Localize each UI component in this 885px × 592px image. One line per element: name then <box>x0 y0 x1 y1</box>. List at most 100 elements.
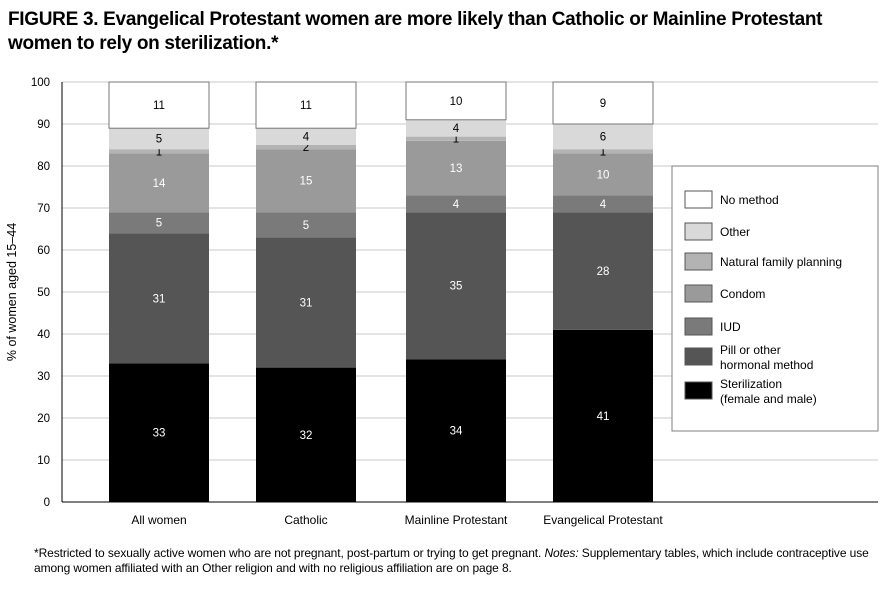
y-tick-label: 10 <box>37 455 50 467</box>
bar-segment <box>405 81 507 121</box>
legend-swatch <box>684 252 713 271</box>
bar-segment <box>406 119 506 137</box>
bar-segment <box>109 233 209 364</box>
x-tick-label: All women <box>131 513 186 527</box>
legend-item: Condom <box>684 284 765 303</box>
bar-segment <box>109 128 209 150</box>
data-label: 9 <box>600 98 606 110</box>
x-tick-label: Mainline Protestant <box>405 513 508 527</box>
y-tick-label: 90 <box>37 119 50 131</box>
legend-swatch <box>684 317 713 336</box>
data-label: 5 <box>156 134 162 146</box>
data-label: 6 <box>600 132 606 144</box>
data-label: 5 <box>156 218 162 230</box>
data-label: 41 <box>597 411 610 423</box>
footnote-text: *Restricted to sexually active women who… <box>34 546 545 560</box>
legend-item: IUD <box>684 317 741 336</box>
legend-swatch <box>684 381 713 400</box>
data-label: 34 <box>450 426 463 438</box>
bar-segment <box>406 136 506 141</box>
legend-label: Pill or other hormonal method <box>720 343 813 372</box>
y-tick-label: 40 <box>37 329 50 341</box>
bar-segment <box>553 124 653 150</box>
data-label: 11 <box>153 100 165 112</box>
bar-segment <box>256 212 356 238</box>
legend-items: No method Other Natural family planning Con… <box>684 190 842 406</box>
footnote-notes-label: Notes: <box>544 546 579 560</box>
bar-segment <box>406 195 506 213</box>
bar-segment <box>109 149 209 154</box>
x-tick-labels: All women Catholic Mainline Protestant Evan… <box>131 513 663 527</box>
legend-item: Other <box>684 222 750 241</box>
bar-segment <box>256 367 356 502</box>
data-label: 15 <box>300 176 313 188</box>
bar-segment <box>552 81 654 125</box>
legend-item: No method <box>684 190 779 209</box>
x-tick-label: Evangelical Protestant <box>543 513 663 527</box>
data-label: 4 <box>453 123 460 135</box>
data-label: 1 <box>600 146 606 158</box>
bar-segment <box>108 81 210 129</box>
legend-swatch <box>684 284 713 303</box>
legend-label: Natural family planning <box>720 255 842 269</box>
data-label: 1 <box>156 146 162 158</box>
data-label: 4 <box>453 199 460 211</box>
data-label: 32 <box>300 430 313 442</box>
bar-segment <box>256 145 356 150</box>
data-label: 28 <box>597 266 610 278</box>
data-label: 5 <box>303 220 309 232</box>
stacked-bar-chart: 0 10 20 30 40 50 60 70 80 90 100 % of women aged 1… <box>5 77 879 527</box>
legend-item: Sterilization (female and male) <box>684 377 817 406</box>
data-label: 10 <box>597 169 610 181</box>
data-label: 31 <box>153 293 166 305</box>
data-label: 13 <box>450 163 463 175</box>
y-tick-label: 0 <box>44 497 50 509</box>
data-label: 14 <box>153 178 166 190</box>
y-tick-label: 50 <box>37 287 50 299</box>
legend-label: Sterilization (female and male) <box>720 377 817 406</box>
legend-label: Condom <box>720 287 765 301</box>
y-tick-label: 80 <box>37 161 50 173</box>
figure-title: FIGURE 3. Evangelical Protestant women a… <box>8 9 823 54</box>
x-tick-label: Catholic <box>284 513 327 527</box>
data-label: 4 <box>600 199 607 211</box>
bar-segment <box>553 149 653 154</box>
legend-item: Natural family planning <box>684 252 842 271</box>
y-tick-label: 20 <box>37 413 50 425</box>
bar-segment <box>256 128 356 145</box>
bar-segment <box>406 140 506 196</box>
data-label: 35 <box>450 281 463 293</box>
bar-segment <box>109 212 209 234</box>
y-tick-labels: 0 10 20 30 40 50 60 70 80 90 100 <box>31 77 50 509</box>
bar-segment <box>406 212 506 360</box>
y-tick-label: 60 <box>37 245 50 257</box>
data-label: 4 <box>303 132 310 144</box>
footnote: *Restricted to sexually active women who… <box>34 546 874 576</box>
legend-swatch <box>684 190 713 209</box>
bar-segment <box>256 237 356 368</box>
legend: No method Other Natural family planning Con… <box>671 165 879 432</box>
legend-swatch <box>684 222 713 241</box>
bar-segment <box>109 153 209 213</box>
data-label: 31 <box>300 298 313 310</box>
bars: 3331514151132315152411343541314104128410… <box>108 81 654 502</box>
legend-swatch <box>684 347 713 366</box>
y-tick-label: 100 <box>31 77 50 89</box>
bar-segment <box>553 212 653 330</box>
bar-segment <box>553 329 653 502</box>
legend-label: No method <box>720 193 779 207</box>
y-tick-label: 70 <box>37 203 50 215</box>
bar-stack: 32 31 5 15 24 11 <box>255 81 357 502</box>
data-label: 1 <box>453 134 459 146</box>
data-label: 2 <box>303 142 309 154</box>
legend-item: Pill or other hormonal method <box>684 343 813 372</box>
bar-segment <box>109 363 209 502</box>
data-label: 11 <box>300 100 312 112</box>
bar-segment <box>256 149 356 213</box>
bar-segment <box>406 359 506 502</box>
y-tick-label: 30 <box>37 371 50 383</box>
legend-label: IUD <box>720 320 741 334</box>
